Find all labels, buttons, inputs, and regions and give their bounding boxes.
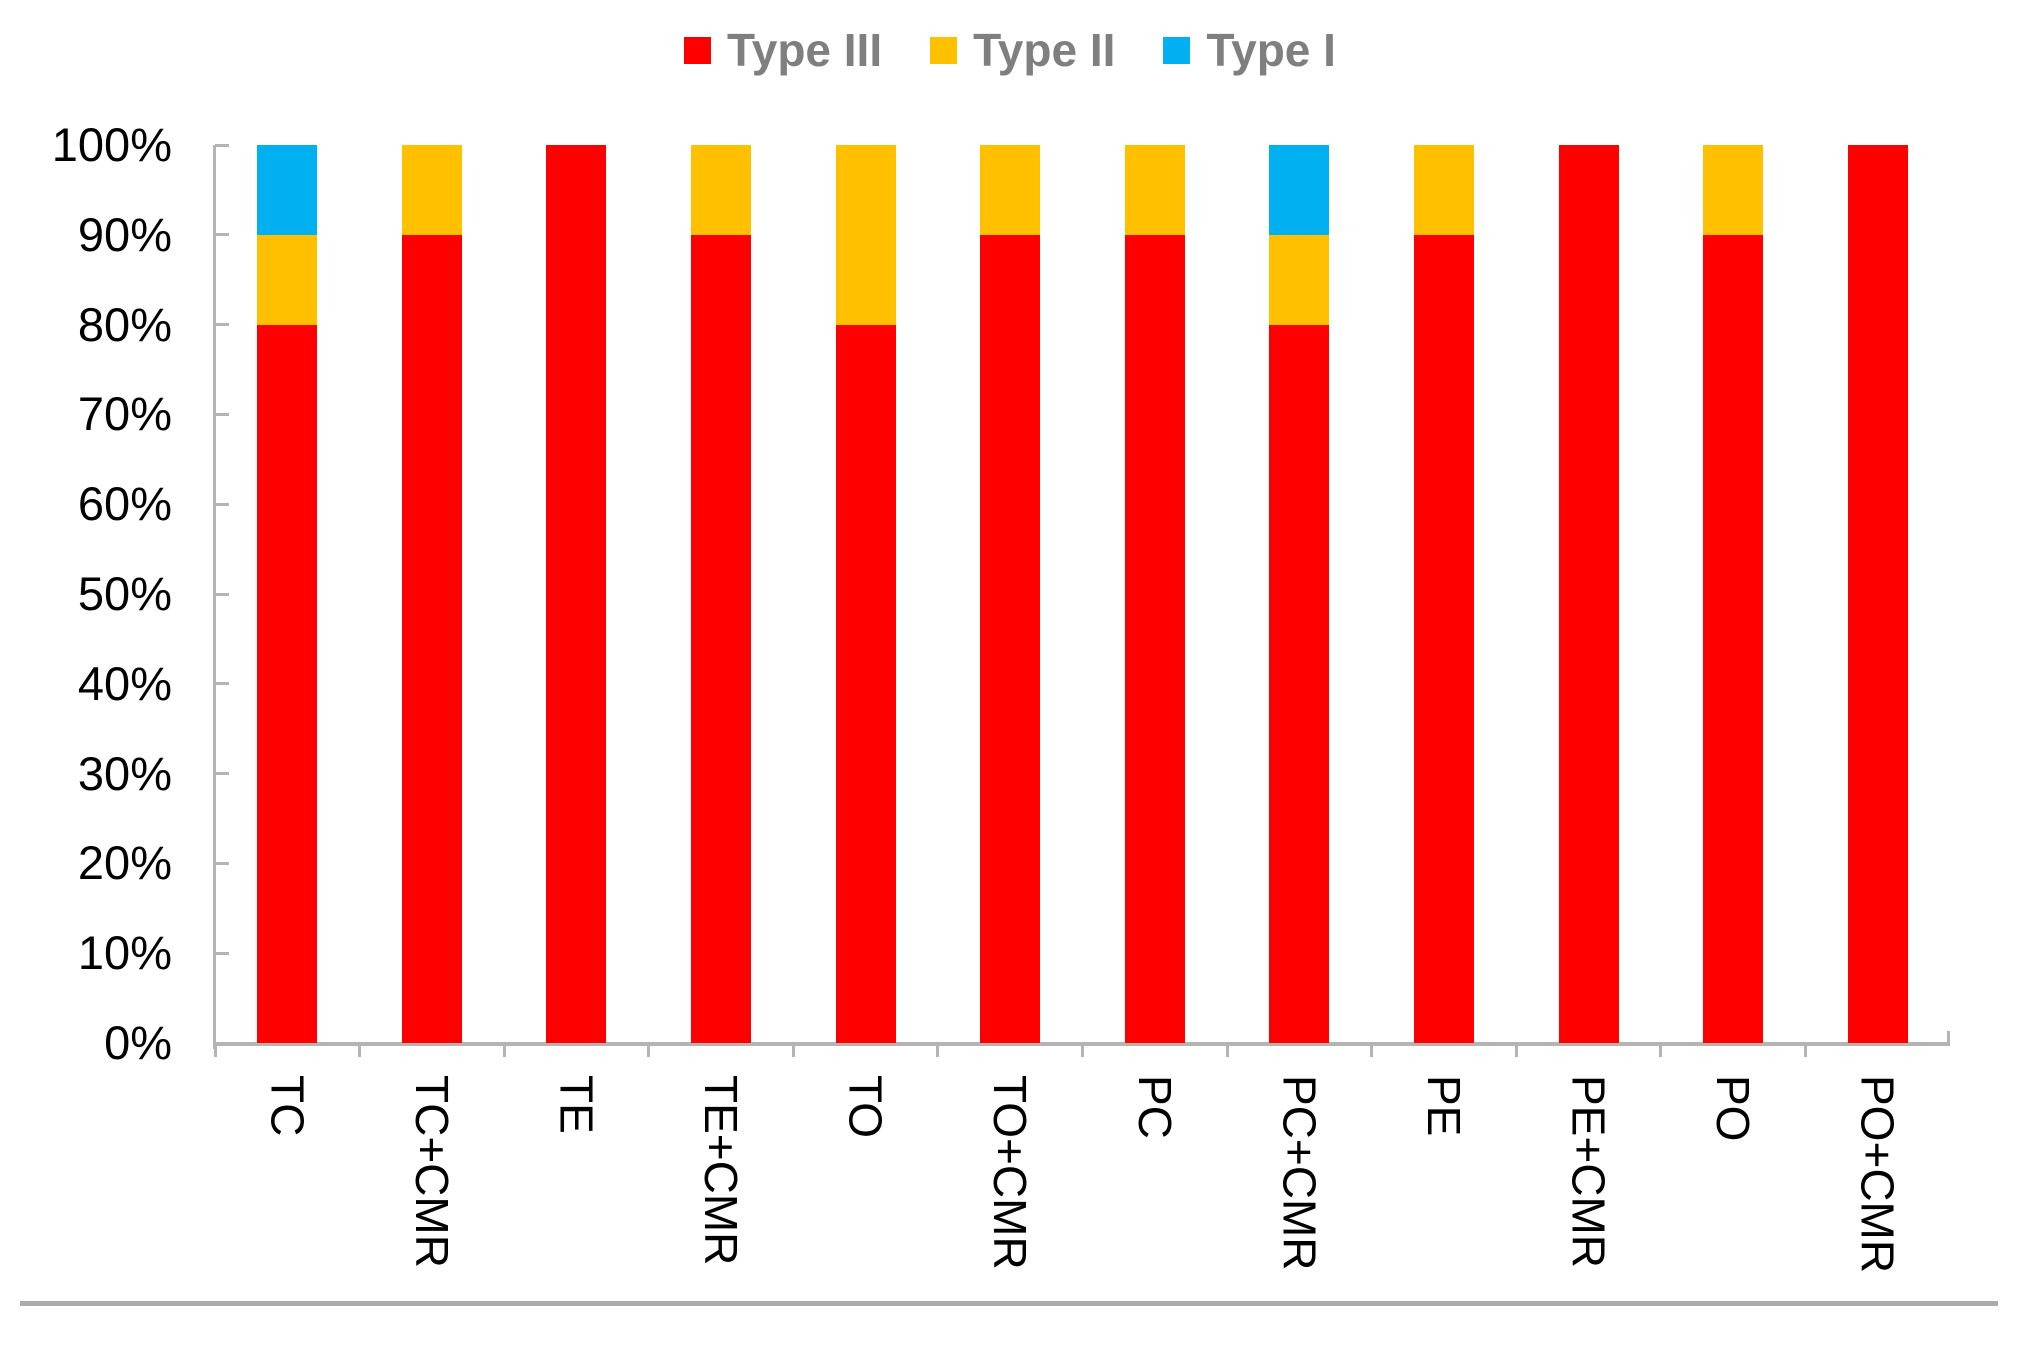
y-axis-tick-label: 50%	[77, 567, 172, 620]
legend-label: Type II	[973, 24, 1116, 76]
bar-segment-type-iii	[257, 324, 318, 1043]
x-axis-category-label: PE+CMR	[1562, 1075, 1615, 1268]
y-axis-tick	[215, 861, 229, 865]
y-axis-tick-label: 40%	[77, 656, 172, 710]
bar-segment-type-iii	[1558, 145, 1619, 1043]
bar-segment-type-ii	[257, 234, 318, 325]
type-i-swatch-icon	[1163, 36, 1191, 64]
bottom-divider-line	[20, 1301, 1998, 1306]
bar-segment-type-iii	[1124, 234, 1185, 1043]
bar-segment-type-iii	[835, 324, 896, 1043]
y-axis-tick-label: 0%	[104, 1016, 172, 1069]
x-axis-tick	[1803, 1046, 1807, 1057]
y-axis-tick	[215, 412, 229, 416]
y-axis-tick-label: 90%	[77, 207, 172, 261]
bar-segment-type-ii	[691, 145, 752, 235]
x-axis-category-label: PC	[1128, 1075, 1181, 1139]
x-axis-category-label: PO	[1707, 1075, 1760, 1142]
x-axis-category-label: PC+CMR	[1273, 1075, 1326, 1271]
x-axis-category-label: TE	[550, 1075, 603, 1134]
x-axis-tick	[213, 1046, 217, 1057]
legend-item-type-ii: Type II	[930, 23, 1115, 77]
x-axis-tick	[1225, 1046, 1229, 1057]
chart-legend: Type III Type II Type I	[0, 22, 2020, 78]
bar-segment-type-i	[257, 145, 318, 235]
bar-segment-type-iii	[691, 234, 752, 1043]
y-axis-tick	[215, 951, 229, 955]
x-axis-tick	[1514, 1046, 1518, 1057]
x-axis-tick	[358, 1046, 362, 1057]
bar-segment-type-iii	[546, 145, 607, 1043]
bar-segment-type-ii	[1124, 145, 1185, 235]
y-axis-tick	[215, 592, 229, 596]
bar-segment-type-iii	[401, 234, 462, 1043]
legend-label: Type I	[1206, 24, 1336, 76]
x-axis-category-label: PO+CMR	[1851, 1075, 1904, 1274]
y-axis-tick-label: 30%	[77, 746, 172, 800]
x-axis-category-label: TO+CMR	[984, 1075, 1037, 1270]
y-axis-tick	[215, 323, 229, 327]
x-axis-tick	[1081, 1046, 1084, 1057]
x-axis-category-label: TC	[261, 1075, 314, 1137]
bar-segment-type-ii	[1269, 234, 1330, 325]
y-axis-tick-label: 70%	[77, 387, 172, 441]
bar-segment-type-iii	[1847, 145, 1908, 1043]
bar-segment-type-ii	[1413, 145, 1474, 235]
y-axis-tick-label: 10%	[77, 926, 172, 980]
y-axis-tick-label: 20%	[77, 836, 172, 890]
y-axis-tick	[215, 772, 229, 776]
legend-label: Type III	[727, 24, 883, 76]
x-axis-category-label: PE	[1417, 1075, 1470, 1137]
x-axis-tick	[647, 1046, 651, 1057]
y-axis-tick-label: 100%	[51, 118, 172, 171]
bar-segment-type-ii	[401, 145, 462, 235]
bar-segment-type-ii	[835, 145, 896, 325]
legend-item-type-iii: Type III	[684, 23, 882, 77]
type-iii-swatch-icon	[684, 36, 712, 64]
bar-segment-type-iii	[1703, 234, 1764, 1043]
x-axis-category-label: TO	[839, 1075, 892, 1139]
y-axis-tick	[215, 143, 229, 147]
type-ii-swatch-icon	[930, 36, 958, 64]
x-axis-category-label: TC+CMR	[405, 1075, 458, 1268]
x-axis-tick	[1370, 1046, 1374, 1057]
bar-segment-type-ii	[980, 145, 1041, 235]
bar-segment-type-iii	[1413, 234, 1474, 1043]
x-axis-tick	[1659, 1046, 1663, 1057]
bar-segment-type-ii	[1703, 145, 1764, 235]
bar-segment-type-i	[1269, 145, 1330, 235]
bar-segment-type-iii	[1269, 324, 1330, 1043]
x-axis-end-tick	[1947, 1031, 1950, 1046]
y-axis-tick-label: 80%	[77, 297, 172, 351]
x-axis-tick	[791, 1046, 795, 1057]
x-axis-tick	[936, 1046, 940, 1057]
y-axis-tick-label: 60%	[77, 477, 172, 531]
y-axis-tick	[215, 682, 229, 686]
x-axis-line	[213, 1042, 1950, 1046]
x-axis-tick	[502, 1046, 506, 1057]
y-axis-line	[213, 145, 216, 1049]
bar-segment-type-iii	[980, 234, 1041, 1043]
legend-item-type-i: Type I	[1163, 23, 1336, 77]
x-axis-category-label: TE+CMR	[695, 1075, 748, 1266]
y-axis-tick	[215, 233, 229, 237]
y-axis-tick	[215, 502, 229, 506]
